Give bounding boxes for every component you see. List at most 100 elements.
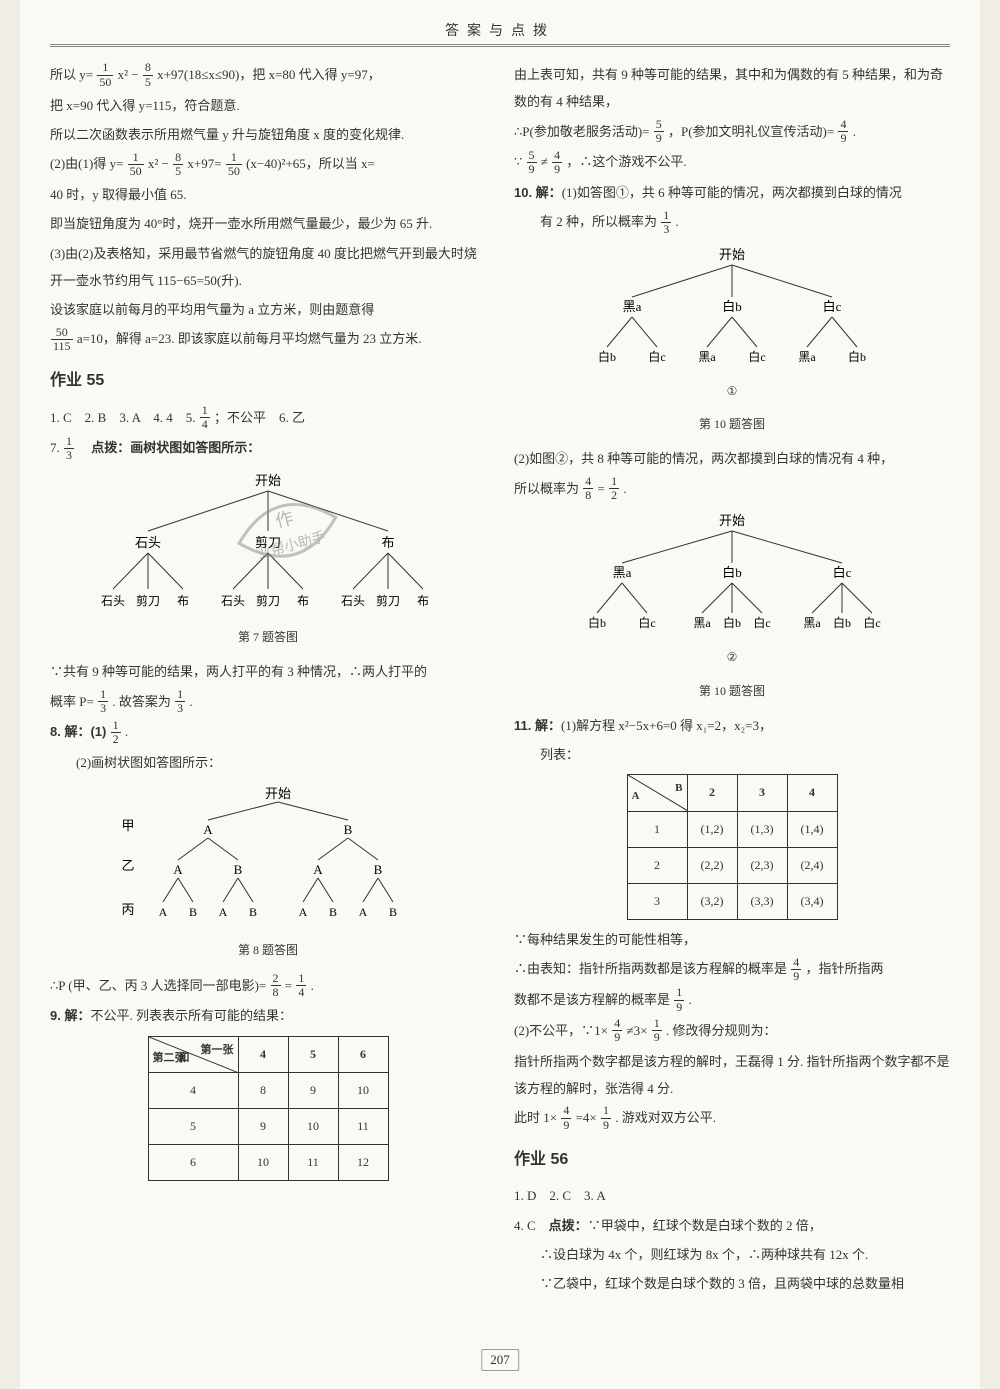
- svg-text:白c: 白c: [833, 565, 852, 580]
- text: 把 x=90 代入得 y=115，符合题意.: [50, 92, 486, 119]
- svg-text:布: 布: [177, 594, 189, 608]
- tree-q10a: 开始 黑a 白b 白c 白b 白c 黑a 白c 黑a 白b: [514, 245, 950, 437]
- tree-q8: 开始 甲 乙 丙 A B A B A B: [50, 784, 486, 963]
- svg-text:石头: 石头: [101, 594, 125, 608]
- text: (2)如图②，共 8 种等可能的情况，两次都摸到白球的情况有 4 种，: [514, 445, 950, 472]
- svg-text:A: A: [203, 822, 213, 837]
- tree-diagram: 开始 甲 乙 丙 A B A B A B: [88, 784, 448, 934]
- text: (3)由(2)及表格知，采用最节省燃气的旋钮角度 40 度比把燃气开到最大时烧开…: [50, 240, 486, 295]
- svg-text:A: A: [299, 905, 308, 919]
- svg-text:布: 布: [381, 535, 394, 550]
- svg-text:白c: 白c: [753, 615, 770, 630]
- text: 由上表可知，共有 9 种等可能的结果，其中和为偶数的有 5 种结果，和为奇数的有…: [514, 61, 950, 116]
- tree-diagram: 开始 石头 剪刀 布 石头 剪刀 布 石头 剪刀: [68, 471, 468, 621]
- svg-text:剪刀: 剪刀: [376, 593, 400, 608]
- text: 设该家庭以前每月的平均用气量为 a 立方米，则由题意得: [50, 296, 486, 323]
- page-header: 答案与点拨: [20, 20, 980, 44]
- svg-text:B: B: [234, 862, 243, 877]
- caption: 第 10 题答图: [514, 412, 950, 437]
- svg-text:B: B: [374, 862, 383, 877]
- svg-text:剪刀: 剪刀: [255, 535, 281, 550]
- svg-text:B: B: [389, 905, 397, 919]
- svg-text:A: A: [219, 905, 228, 919]
- q11: 11. 解：11. 解：(1)解方程 x²−5x+6=0 得 x₁=2，x₂=3…: [514, 712, 950, 739]
- text: 指针所指两个数字都是该方程的解时，王磊得 1 分. 指针所指两个数字都不是该方程…: [514, 1048, 950, 1103]
- svg-text:剪刀: 剪刀: [136, 593, 160, 608]
- q10: 10. 解：(1)如答图①，共 6 种等可能的情况，两次都摸到白球的情况10. …: [514, 179, 950, 206]
- svg-text:白b: 白b: [722, 565, 742, 580]
- left-column: 所以 y= 150 x² − 85 x+97(18≤x≤90)，把 x=80 代…: [50, 61, 486, 1300]
- mark: ①: [514, 379, 950, 404]
- svg-text:B: B: [329, 905, 337, 919]
- text: 有 2 种，所以概率为 13 .: [514, 208, 950, 237]
- svg-text:B: B: [189, 905, 197, 919]
- svg-text:黑a: 黑a: [623, 299, 642, 314]
- text: 50115 a=10，解得 a=23. 即该家庭以前每月平均燃气量为 23 立方…: [50, 325, 486, 354]
- hw56-title: 作业 56: [514, 1143, 950, 1177]
- hw55-title: 作业 55: [50, 364, 486, 398]
- svg-text:开始: 开始: [719, 513, 745, 528]
- svg-text:A: A: [359, 905, 368, 919]
- svg-text:丙: 丙: [121, 902, 134, 917]
- svg-text:石头: 石头: [221, 594, 245, 608]
- svg-text:白c: 白c: [748, 349, 765, 364]
- caption: 第 8 题答图: [50, 938, 486, 963]
- text: 即当旋钮角度为 40°时，烧开一壶水所用燃气量最少，最少为 65 升.: [50, 210, 486, 237]
- text: 数都不是该方程解的概率是 19 .: [514, 986, 950, 1015]
- text: (2)画树状图如答图所示：: [50, 749, 486, 776]
- svg-text:黑a: 黑a: [798, 350, 816, 364]
- right-column: 由上表可知，共有 9 种等可能的结果，其中和为偶数的有 5 种结果，和为奇数的有…: [514, 61, 950, 1300]
- header-rule: [50, 44, 950, 47]
- text: 所以 y= 150 x² − 85 x+97(18≤x≤90)，把 x=80 代…: [50, 61, 486, 90]
- svg-text:布: 布: [297, 594, 309, 608]
- text: 此时 1× 49 =4× 19 . 游戏对双方公平.: [514, 1104, 950, 1133]
- svg-text:开始: 开始: [255, 473, 281, 488]
- text: 40 时，y 取得最小值 65.: [50, 181, 486, 208]
- svg-text:B: B: [249, 905, 257, 919]
- svg-text:黑a: 黑a: [698, 350, 716, 364]
- hw55-answers: 1. C 2. B 3. A 4. 4 5. 14 ；不公平 6. 乙: [50, 404, 486, 433]
- svg-text:石头: 石头: [341, 594, 365, 608]
- text: ∵ 59 ≠ 49 ，∴这个游戏不公平.: [514, 148, 950, 177]
- table-q9: 第一张 第二张 和 4 5 6 48910 591011 6101112: [148, 1036, 389, 1182]
- svg-text:甲: 甲: [121, 818, 134, 833]
- q7: 7. 13 点拨：画树状图如答图所示：: [50, 434, 486, 463]
- text: ∵每种结果发生的可能性相等，: [514, 926, 950, 953]
- svg-text:白b: 白b: [588, 615, 606, 630]
- svg-text:黑a: 黑a: [803, 616, 821, 630]
- text: ∴P(参加敬老服务活动)= 59 ，P(参加文明礼仪宣传活动)= 49 .: [514, 118, 950, 147]
- tree-q10b: 开始 黑a 白b 白c 白b 白c 黑a 白b 白c 黑a: [514, 511, 950, 703]
- svg-text:黑a: 黑a: [613, 565, 632, 580]
- text: ∴设白球为 4x 个，则红球为 8x 个，∴两种球共有 12x 个.: [514, 1241, 950, 1268]
- mark: ②: [514, 645, 950, 670]
- text: 所以概率为 48 = 12 .: [514, 475, 950, 504]
- table-q11: B A 234 1(1,2)(1,3)(1,4) 2(2,2)(2,3)(2,4…: [627, 774, 838, 920]
- text: (2)由(1)得 y= 150 x² − 85 x+97= 150 (x−40)…: [50, 150, 486, 179]
- svg-text:白c: 白c: [638, 615, 655, 630]
- svg-text:白b: 白b: [598, 349, 616, 364]
- text: ∵乙袋中，红球个数是白球个数的 3 倍，且两袋中球的总数量相: [514, 1270, 950, 1297]
- text: 概率 P= 13 . 故答案为 13 .: [50, 688, 486, 717]
- text: 列表：: [514, 741, 950, 768]
- text: ∴由表知：指针所指两数都是该方程解的概率是 49 ，指针所指两: [514, 955, 950, 984]
- svg-text:黑a: 黑a: [693, 616, 711, 630]
- page: 答案与点拨 所以 y= 150 x² − 85 x+97(18≤x≤90)，把 …: [20, 0, 980, 1389]
- svg-text:剪刀: 剪刀: [256, 593, 280, 608]
- text: 4. C 点拨：∵甲袋中，红球个数是白球个数的 2 倍，4. C 点拨：∵甲袋中…: [514, 1212, 950, 1239]
- svg-text:A: A: [173, 862, 183, 877]
- svg-text:白b: 白b: [833, 615, 851, 630]
- svg-text:开始: 开始: [265, 786, 291, 801]
- svg-text:白b: 白b: [848, 349, 866, 364]
- svg-text:乙: 乙: [121, 858, 134, 873]
- diag-cell: B A: [627, 775, 687, 811]
- caption: 第 10 题答图: [514, 679, 950, 704]
- text: ∴P (甲、乙、丙 3 人选择同一部电影)= 28 = 14 .: [50, 972, 486, 1001]
- text: (2)不公平，∵1× 49 ≠3× 19 . 修改得分规则为：: [514, 1017, 950, 1046]
- caption: 第 7 题答图: [50, 625, 486, 650]
- columns: 所以 y= 150 x² − 85 x+97(18≤x≤90)，把 x=80 代…: [20, 61, 980, 1300]
- svg-text:A: A: [313, 862, 323, 877]
- q8: 8. 解：(1) 12 .: [50, 718, 486, 747]
- svg-text:白b: 白b: [722, 299, 742, 314]
- svg-text:白c: 白c: [648, 349, 665, 364]
- svg-text:石头: 石头: [135, 535, 161, 550]
